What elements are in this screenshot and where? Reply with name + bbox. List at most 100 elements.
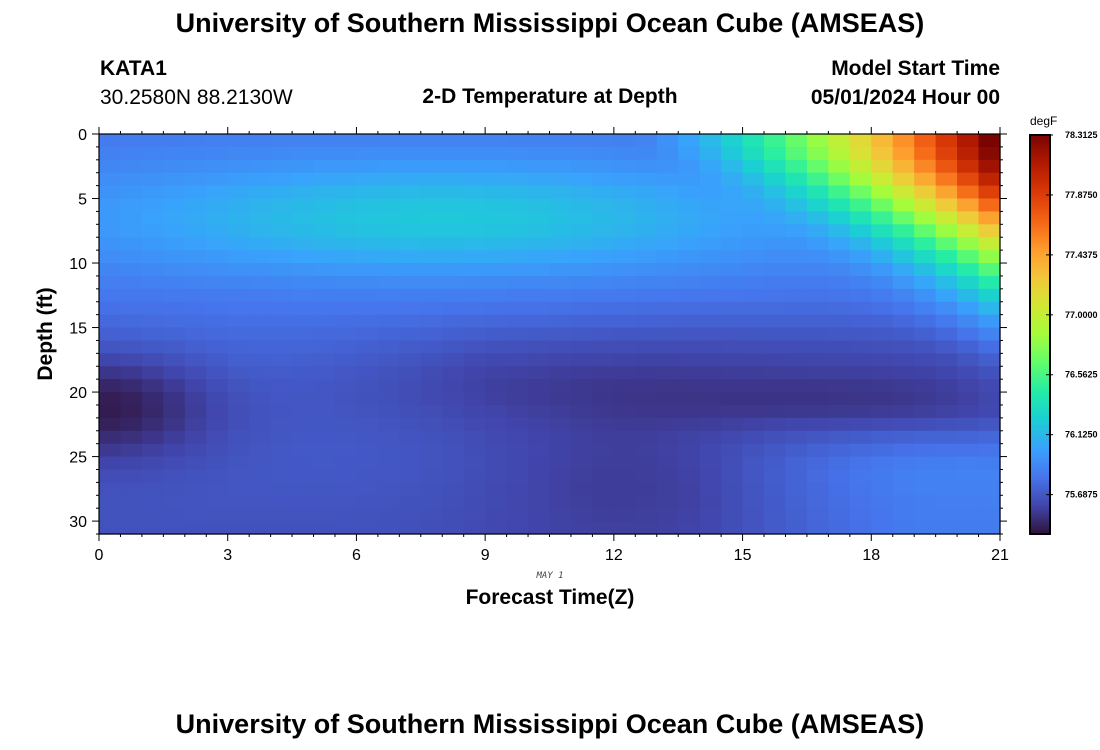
heatmap-cells (99, 134, 1001, 535)
heatmap-cell (914, 275, 937, 290)
heatmap-cell (592, 211, 615, 225)
heatmap-cell (99, 495, 122, 509)
heatmap-cell (485, 288, 508, 303)
heatmap-cell (828, 185, 851, 200)
heatmap-cell (528, 508, 551, 522)
heatmap-cell (549, 417, 572, 432)
heatmap-cell (785, 314, 808, 329)
heatmap-cell (914, 134, 937, 148)
heatmap-cell (227, 482, 250, 496)
heatmap-cell (742, 185, 765, 200)
heatmap-cell (120, 482, 143, 496)
heatmap-cell (442, 366, 465, 380)
heatmap-cell (227, 185, 250, 200)
heatmap-cell (377, 443, 400, 458)
heatmap-cell (613, 404, 636, 419)
heatmap-cell (785, 211, 808, 225)
heatmap-cell (485, 134, 508, 148)
heatmap-cell (785, 366, 808, 380)
heatmap-cell (592, 340, 615, 354)
heatmap-cell (592, 379, 615, 393)
heatmap-cell (506, 404, 529, 419)
heatmap-cell (420, 430, 443, 445)
heatmap-cell (356, 430, 379, 445)
heatmap-cell (227, 172, 250, 187)
heatmap-cell (678, 430, 701, 445)
heatmap-cell (270, 172, 293, 187)
heatmap-cell (184, 146, 207, 161)
heatmap-cell (635, 353, 658, 367)
heatmap-cell (806, 340, 829, 354)
heatmap-cell (377, 417, 400, 432)
heatmap-cell (678, 250, 701, 264)
heatmap-cell (184, 379, 207, 393)
heatmap-cell (613, 508, 636, 522)
heatmap-cell (849, 443, 872, 458)
heatmap-cell (163, 211, 186, 225)
heatmap-cell (613, 288, 636, 303)
heatmap-cell (892, 237, 915, 251)
heatmap-cell (914, 404, 937, 419)
heatmap-cell (806, 508, 829, 522)
heatmap-cell (806, 146, 829, 161)
heatmap-cell (613, 198, 636, 213)
heatmap-cell (978, 404, 1001, 419)
heatmap-cell (978, 198, 1001, 213)
heatmap-cell (613, 340, 636, 354)
heatmap-cell (957, 275, 980, 290)
heatmap-cell (957, 134, 980, 148)
heatmap-cell (356, 469, 379, 483)
heatmap-cell (764, 443, 787, 458)
heatmap-cell (828, 250, 851, 264)
heatmap-cell (227, 211, 250, 225)
heatmap-cell (420, 340, 443, 354)
heatmap-cell (935, 134, 958, 148)
heatmap-cell (485, 508, 508, 522)
heatmap-cell (141, 417, 164, 432)
heatmap-cell (120, 301, 143, 316)
heatmap-cell (935, 185, 958, 200)
heatmap-cell (120, 211, 143, 225)
heatmap-cell (227, 404, 250, 419)
heatmap-cell (742, 430, 765, 445)
heatmap-cell (356, 456, 379, 471)
heatmap-cell (721, 198, 744, 213)
heatmap-cell (227, 275, 250, 290)
heatmap-cell (206, 198, 229, 213)
heatmap-cell (249, 211, 272, 225)
heatmap-cell (184, 340, 207, 354)
heatmap-cell (313, 172, 336, 187)
heatmap-cell (334, 159, 358, 174)
heatmap-cell (334, 185, 358, 200)
heatmap-cell (699, 185, 722, 200)
heatmap-cell (313, 379, 336, 393)
heatmap-cell (570, 198, 594, 213)
heatmap-cell (528, 392, 551, 406)
heatmap-cell (742, 456, 765, 471)
heatmap-cell (184, 521, 207, 535)
heatmap-cell (334, 392, 358, 406)
heatmap-cell (141, 288, 164, 303)
heatmap-cell (485, 185, 508, 200)
heatmap-cell (721, 430, 744, 445)
heatmap-cell (485, 469, 508, 483)
heatmap-cell (935, 172, 958, 187)
heatmap-cell (613, 211, 636, 225)
heatmap-cell (935, 263, 958, 277)
colorbar: 78.3125 77.8750 77.4375 77.0000 76.5625 76.12… (1029, 130, 1098, 535)
heatmap-cell (442, 237, 465, 251)
heatmap-cell (871, 392, 894, 406)
heatmap-cell (442, 482, 465, 496)
heatmap-cell (463, 327, 486, 342)
heatmap-cell (249, 327, 272, 342)
heatmap-cell (485, 366, 508, 380)
heatmap-cell (635, 146, 658, 161)
heatmap-cell (485, 443, 508, 458)
heatmap-cell (420, 224, 443, 238)
heatmap-cell (270, 417, 293, 432)
heatmap-cell (485, 327, 508, 342)
heatmap-cell (249, 134, 272, 148)
heatmap-cell (313, 404, 336, 419)
heatmap-cell (785, 417, 808, 432)
heatmap-cell (721, 521, 744, 535)
